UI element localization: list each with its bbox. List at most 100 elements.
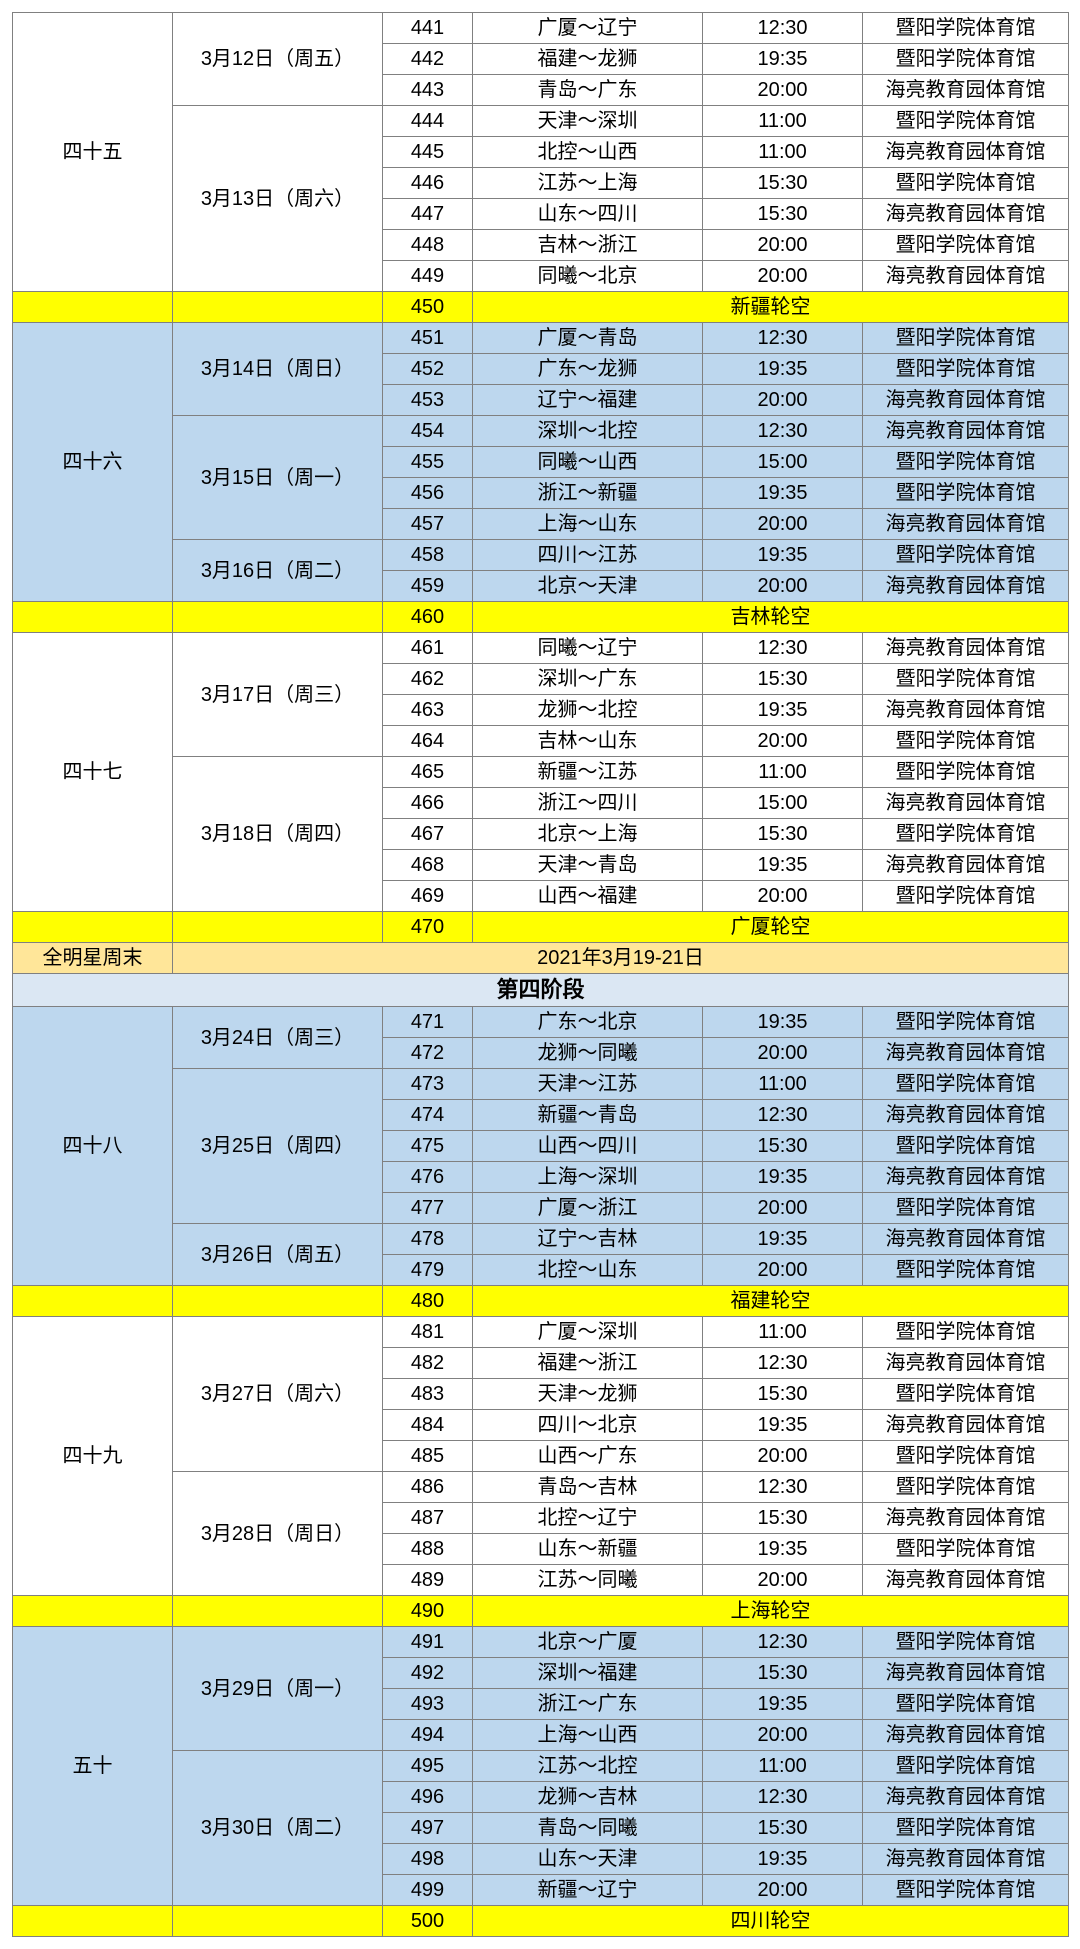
tipoff-time: 12:30	[703, 633, 863, 664]
bye-number: 500	[383, 1906, 473, 1937]
tipoff-time: 12:30	[703, 1782, 863, 1813]
matchup: 江苏～上海	[473, 168, 703, 199]
venue: 暨阳学院体育馆	[863, 1627, 1069, 1658]
game-number: 468	[383, 850, 473, 881]
matchup: 天津～龙狮	[473, 1379, 703, 1410]
bye-number: 470	[383, 912, 473, 943]
venue: 海亮教育园体育馆	[863, 1658, 1069, 1689]
venue: 暨阳学院体育馆	[863, 540, 1069, 571]
tipoff-time: 11:00	[703, 1317, 863, 1348]
game-number: 493	[383, 1689, 473, 1720]
date-label: 3月24日（周三）	[173, 1007, 383, 1069]
game-number: 451	[383, 323, 473, 354]
game-number: 487	[383, 1503, 473, 1534]
tipoff-time: 20:00	[703, 509, 863, 540]
venue: 暨阳学院体育馆	[863, 106, 1069, 137]
matchup: 上海～深圳	[473, 1162, 703, 1193]
venue: 暨阳学院体育馆	[863, 1317, 1069, 1348]
tipoff-time: 19:35	[703, 1162, 863, 1193]
matchup: 山西～广东	[473, 1441, 703, 1472]
venue: 暨阳学院体育馆	[863, 1255, 1069, 1286]
allstar-row: 全明星周末2021年3月19-21日	[13, 943, 1069, 974]
matchup: 天津～深圳	[473, 106, 703, 137]
matchup: 同曦～辽宁	[473, 633, 703, 664]
game-number: 476	[383, 1162, 473, 1193]
venue: 暨阳学院体育馆	[863, 881, 1069, 912]
tipoff-time: 19:35	[703, 540, 863, 571]
bye-date-spacer	[173, 292, 383, 323]
tipoff-time: 15:30	[703, 664, 863, 695]
date-label: 3月17日（周三）	[173, 633, 383, 757]
tipoff-time: 19:35	[703, 850, 863, 881]
bye-number: 490	[383, 1596, 473, 1627]
venue: 海亮教育园体育馆	[863, 1100, 1069, 1131]
matchup: 四川～江苏	[473, 540, 703, 571]
tipoff-time: 20:00	[703, 1038, 863, 1069]
game-number: 497	[383, 1813, 473, 1844]
tipoff-time: 15:30	[703, 819, 863, 850]
matchup: 山西～四川	[473, 1131, 703, 1162]
tipoff-time: 15:00	[703, 447, 863, 478]
venue: 暨阳学院体育馆	[863, 1472, 1069, 1503]
venue: 海亮教育园体育馆	[863, 1503, 1069, 1534]
date-label: 3月15日（周一）	[173, 416, 383, 540]
venue: 海亮教育园体育馆	[863, 1565, 1069, 1596]
game-number: 469	[383, 881, 473, 912]
game-number: 496	[383, 1782, 473, 1813]
game-number: 444	[383, 106, 473, 137]
venue: 海亮教育园体育馆	[863, 1782, 1069, 1813]
bye-text: 福建轮空	[473, 1286, 1069, 1317]
tipoff-time: 19:35	[703, 354, 863, 385]
venue: 暨阳学院体育馆	[863, 354, 1069, 385]
venue: 暨阳学院体育馆	[863, 757, 1069, 788]
tipoff-time: 20:00	[703, 261, 863, 292]
game-number: 448	[383, 230, 473, 261]
matchup: 山东～四川	[473, 199, 703, 230]
venue: 暨阳学院体育馆	[863, 478, 1069, 509]
venue: 暨阳学院体育馆	[863, 1069, 1069, 1100]
matchup: 深圳～北控	[473, 416, 703, 447]
venue: 海亮教育园体育馆	[863, 695, 1069, 726]
matchup: 新疆～辽宁	[473, 1875, 703, 1906]
game-number: 463	[383, 695, 473, 726]
game-number: 441	[383, 13, 473, 44]
game-number: 442	[383, 44, 473, 75]
date-label: 3月27日（周六）	[173, 1317, 383, 1472]
game-number: 454	[383, 416, 473, 447]
game-number: 455	[383, 447, 473, 478]
matchup: 新疆～江苏	[473, 757, 703, 788]
game-number: 462	[383, 664, 473, 695]
venue: 海亮教育园体育馆	[863, 1038, 1069, 1069]
matchup: 深圳～广东	[473, 664, 703, 695]
game-number: 477	[383, 1193, 473, 1224]
tipoff-time: 15:30	[703, 1379, 863, 1410]
bye-date-spacer	[173, 1286, 383, 1317]
matchup: 上海～山东	[473, 509, 703, 540]
matchup: 浙江～四川	[473, 788, 703, 819]
tipoff-time: 20:00	[703, 1720, 863, 1751]
venue: 暨阳学院体育馆	[863, 1441, 1069, 1472]
matchup: 四川～北京	[473, 1410, 703, 1441]
matchup: 青岛～广东	[473, 75, 703, 106]
game-number: 461	[383, 633, 473, 664]
matchup: 浙江～广东	[473, 1689, 703, 1720]
tipoff-time: 20:00	[703, 1255, 863, 1286]
bye-row: 500四川轮空	[13, 1906, 1069, 1937]
game-number: 453	[383, 385, 473, 416]
tipoff-time: 15:30	[703, 199, 863, 230]
tipoff-time: 19:35	[703, 1224, 863, 1255]
matchup: 辽宁～吉林	[473, 1224, 703, 1255]
matchup: 天津～江苏	[473, 1069, 703, 1100]
game-row: 四十七3月17日（周三）461同曦～辽宁12:30海亮教育园体育馆	[13, 633, 1069, 664]
matchup: 广厦～辽宁	[473, 13, 703, 44]
venue: 海亮教育园体育馆	[863, 261, 1069, 292]
tipoff-time: 19:35	[703, 44, 863, 75]
venue: 暨阳学院体育馆	[863, 1751, 1069, 1782]
bye-round-spacer	[13, 1596, 173, 1627]
tipoff-time: 20:00	[703, 385, 863, 416]
bye-text: 吉林轮空	[473, 602, 1069, 633]
tipoff-time: 19:35	[703, 1007, 863, 1038]
matchup: 北控～山东	[473, 1255, 703, 1286]
matchup: 北控～辽宁	[473, 1503, 703, 1534]
bye-row: 460吉林轮空	[13, 602, 1069, 633]
